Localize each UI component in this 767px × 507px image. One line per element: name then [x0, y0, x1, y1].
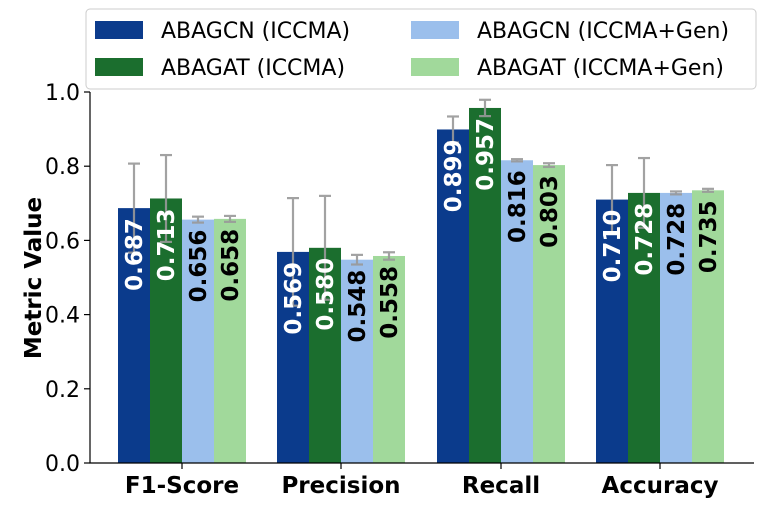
legend-label-2: ABAGCN (ICCMA+Gen): [477, 19, 729, 44]
y-tick-label: 0.8: [45, 155, 80, 180]
bar-value-label-0-1: 0.569: [281, 262, 307, 335]
bar-value-label-1-3: 0.728: [632, 203, 658, 276]
y-axis-title: Metric Value: [21, 197, 47, 359]
y-tick-label: 0.6: [45, 229, 80, 254]
legend-swatch-2: [411, 21, 459, 39]
x-tick-label: F1-Score: [125, 473, 239, 499]
legend-label-0: ABAGCN (ICCMA): [161, 19, 350, 44]
bar-value-label-2-2: 0.816: [505, 170, 531, 243]
bar-value-label-3-3: 0.735: [696, 200, 722, 273]
x-tick-label: Accuracy: [602, 473, 719, 499]
legend: ABAGCN (ICCMA) ABAGAT (ICCMA) ABAGCN (ICCM…: [86, 9, 756, 89]
legend-swatch-1: [95, 58, 143, 76]
bar-value-label-0-0: 0.687: [122, 218, 148, 291]
y-tick-label: 0.2: [45, 378, 80, 403]
bar-value-label-2-0: 0.656: [186, 230, 212, 303]
legend-label-1: ABAGAT (ICCMA): [161, 56, 345, 81]
y-tick-label: 1.0: [45, 81, 80, 106]
x-tick-label: Precision: [281, 473, 400, 499]
x-tick-label: Recall: [462, 473, 540, 499]
bar-value-label-1-0: 0.713: [154, 208, 180, 281]
legend-label-3: ABAGAT (ICCMA+Gen): [477, 56, 724, 81]
bar-value-label-2-1: 0.548: [345, 270, 371, 343]
legend-swatch-0: [95, 21, 143, 39]
bar-value-label-2-3: 0.728: [664, 203, 690, 276]
bar-chart: ABAGCN (ICCMA) ABAGAT (ICCMA) ABAGCN (ICCM…: [0, 0, 767, 507]
bar-value-label-3-1: 0.558: [377, 266, 403, 339]
bar-value-label-0-2: 0.899: [441, 139, 467, 212]
bar-value-label-1-2: 0.957: [473, 118, 499, 191]
y-tick-label: 0.0: [45, 452, 80, 477]
bar-value-label-3-2: 0.803: [537, 175, 563, 248]
bar-value-label-0-3: 0.710: [600, 210, 626, 283]
bar-value-label-1-1: 0.580: [313, 258, 339, 331]
y-tick-label: 0.4: [45, 304, 80, 329]
legend-swatch-3: [411, 58, 459, 76]
error-bar-2-3: [670, 191, 682, 194]
bar-value-label-3-0: 0.658: [218, 229, 244, 302]
